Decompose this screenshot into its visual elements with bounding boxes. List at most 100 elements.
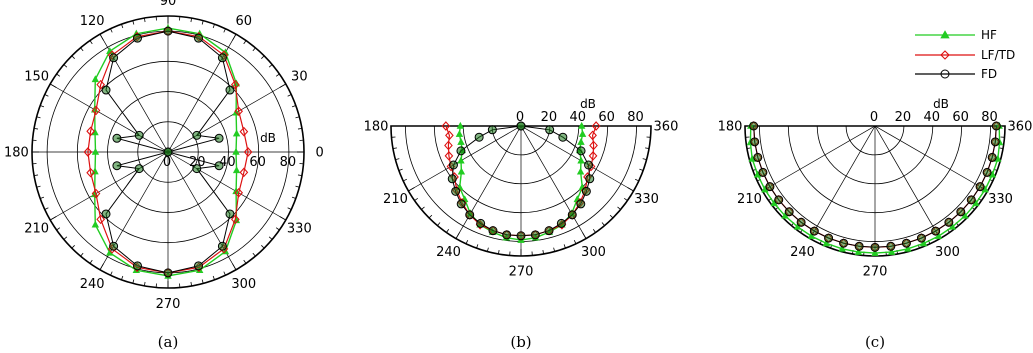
data-point-marker — [91, 75, 100, 83]
angle-tick-mark — [275, 227, 280, 231]
angle-tick-mark — [421, 206, 425, 210]
data-point-marker — [476, 218, 486, 228]
data-point-marker — [91, 147, 100, 155]
data-point-marker — [990, 137, 1000, 147]
angle-tick-mark — [414, 197, 419, 201]
radial-tick-label: 40 — [924, 110, 941, 125]
data-point-marker — [502, 230, 512, 240]
data-point-marker — [234, 187, 244, 198]
radial-tick-label: 20 — [895, 110, 912, 125]
data-point-marker — [217, 53, 227, 63]
angle-tick-mark — [476, 244, 479, 249]
data-point-marker — [109, 53, 119, 63]
data-point-marker — [239, 126, 249, 137]
angle-tick-mark — [455, 232, 460, 239]
angle-tick-mark — [295, 185, 300, 188]
angle-tick-label: 270 — [156, 297, 181, 312]
data-point-marker — [916, 233, 926, 243]
angle-tick-mark — [243, 40, 247, 45]
data-point-marker — [567, 210, 577, 220]
angle-tick-mark — [437, 222, 441, 226]
data-point-marker — [919, 239, 928, 247]
grid-spoke — [167, 83, 286, 153]
radial-tick-label: 0 — [516, 110, 524, 125]
data-point-marker — [871, 248, 879, 256]
data-point-marker — [944, 217, 954, 227]
data-point-marker — [194, 261, 204, 271]
angle-tick-label: 300 — [231, 277, 256, 292]
data-point-marker — [214, 161, 224, 171]
data-point-marker — [577, 156, 585, 164]
angle-tick-mark — [212, 275, 215, 280]
angle-tick-mark — [243, 259, 247, 264]
angle-tick-label: 270 — [863, 264, 888, 279]
data-point-marker — [91, 220, 100, 228]
radial-tick-label: 60 — [598, 110, 615, 125]
series-fd — [101, 26, 235, 278]
angle-tick-mark — [252, 252, 256, 257]
series-hf — [746, 121, 1004, 256]
angle-tick-mark — [642, 158, 647, 161]
angle-tick-label: 210 — [24, 221, 49, 236]
data-point-marker — [588, 151, 598, 161]
data-point-marker — [750, 137, 760, 147]
grid-spoke — [874, 125, 941, 239]
angle-tick-mark — [56, 73, 61, 77]
angle-tick-label: 0 — [315, 146, 323, 161]
grid-spoke — [50, 83, 169, 153]
radial-tick-label: 80 — [981, 110, 998, 125]
angle-tick-mark — [465, 240, 469, 244]
angle-tick-mark — [44, 94, 49, 97]
angle-tick-mark — [601, 222, 605, 226]
polar-frame — [744, 125, 1006, 257]
angle-tick-label: 300 — [935, 245, 960, 260]
angle-tick-mark — [592, 228, 596, 233]
data-point-marker — [457, 137, 465, 145]
data-point-marker — [91, 188, 101, 199]
legend-diamond-marker — [940, 50, 950, 60]
angle-tick-mark — [645, 147, 650, 149]
legend: HF LF/TD FD — [915, 28, 1015, 81]
data-point-marker — [445, 130, 454, 141]
radial-tick-label: 60 — [249, 155, 266, 170]
data-point-marker — [987, 152, 997, 162]
grid-spoke — [520, 125, 634, 192]
grid-spoke — [167, 151, 286, 221]
data-point-marker — [749, 121, 759, 131]
radial-unit-label-a: dB — [260, 131, 276, 145]
data-point-marker — [465, 210, 475, 220]
data-point-marker — [796, 217, 806, 227]
data-point-marker — [854, 247, 863, 255]
radial-tick-label: 0 — [870, 110, 878, 125]
data-point-marker — [134, 164, 144, 174]
data-point-marker — [516, 121, 526, 131]
data-point-marker — [225, 209, 235, 219]
series-fd — [749, 121, 1001, 252]
data-point-marker — [101, 85, 111, 95]
data-point-marker — [457, 156, 465, 164]
angle-tick-mark — [44, 207, 49, 210]
data-point-marker — [765, 182, 775, 192]
data-point-marker — [838, 244, 846, 252]
data-point-marker — [774, 195, 784, 205]
angle-tick-mark — [261, 55, 265, 59]
angle-tick-mark — [71, 245, 75, 249]
angle-tick-label: 240 — [80, 277, 105, 292]
angle-tick-mark — [297, 127, 303, 130]
angle-tick-mark — [50, 216, 57, 221]
data-point-marker — [576, 146, 586, 156]
angle-tick-mark — [110, 271, 113, 276]
data-point-marker — [101, 209, 111, 219]
angle-tick-mark — [295, 116, 300, 119]
angle-tick-mark — [80, 252, 84, 257]
data-point-marker — [448, 160, 458, 170]
data-point-marker — [163, 147, 173, 157]
data-point-marker — [132, 33, 142, 43]
data-point-marker — [576, 167, 585, 175]
angle-tick-mark — [275, 73, 280, 77]
polar-panel-b: 180 210 240 270 300 330 360 0 20 40 60 80 — [364, 110, 679, 279]
angle-tick-mark — [132, 20, 135, 25]
angle-tick-label: 330 — [988, 192, 1013, 207]
data-point-marker — [239, 167, 249, 178]
data-point-marker — [234, 106, 244, 117]
